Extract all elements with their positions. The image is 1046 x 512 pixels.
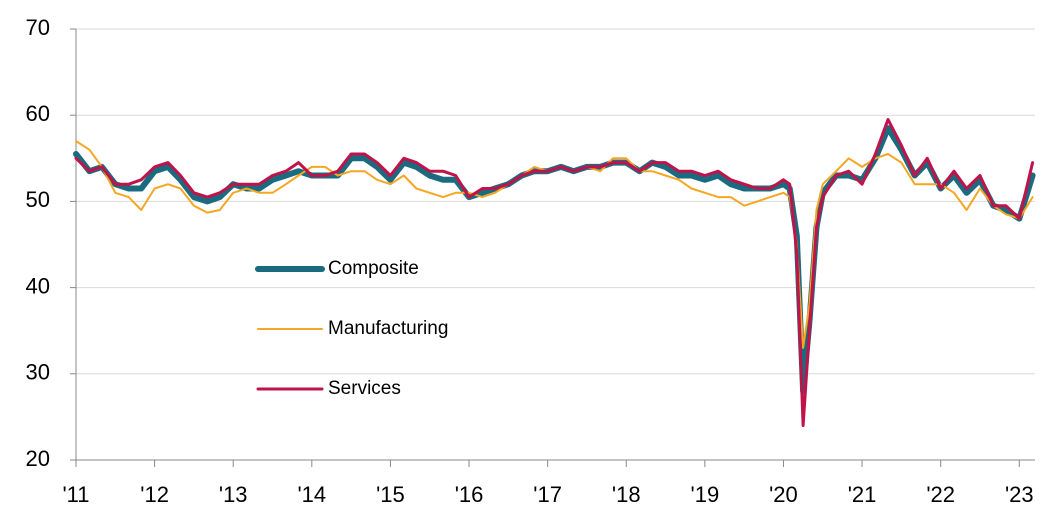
x-tick-label: '11 [62, 482, 89, 507]
x-tick-label: '19 [691, 482, 720, 507]
x-tick-label: '21 [848, 482, 877, 507]
legend-label: Composite [328, 258, 419, 279]
x-tick-label: '16 [455, 482, 484, 507]
x-tick-label: '18 [612, 482, 641, 507]
x-tick-label: '17 [533, 482, 562, 507]
y-tick-label: 50 [26, 187, 50, 212]
x-tick-label: '14 [297, 482, 326, 507]
y-tick-label: 70 [26, 15, 50, 40]
x-tick-label: '12 [140, 482, 169, 507]
legend-label: Services [328, 378, 401, 399]
x-tick-label: '13 [219, 482, 248, 507]
y-tick-label: 60 [26, 101, 50, 126]
legend-label: Manufacturing [328, 318, 448, 339]
x-tick-label: '20 [769, 482, 798, 507]
y-tick-label: 20 [26, 446, 50, 471]
x-tick-label: '15 [376, 482, 405, 507]
series-line [74, 118, 1035, 427]
x-tick-label: '22 [926, 482, 955, 507]
y-tick-label: 40 [26, 273, 50, 298]
y-tick-label: 30 [26, 360, 50, 385]
x-tick-label: '23 [1005, 482, 1034, 507]
